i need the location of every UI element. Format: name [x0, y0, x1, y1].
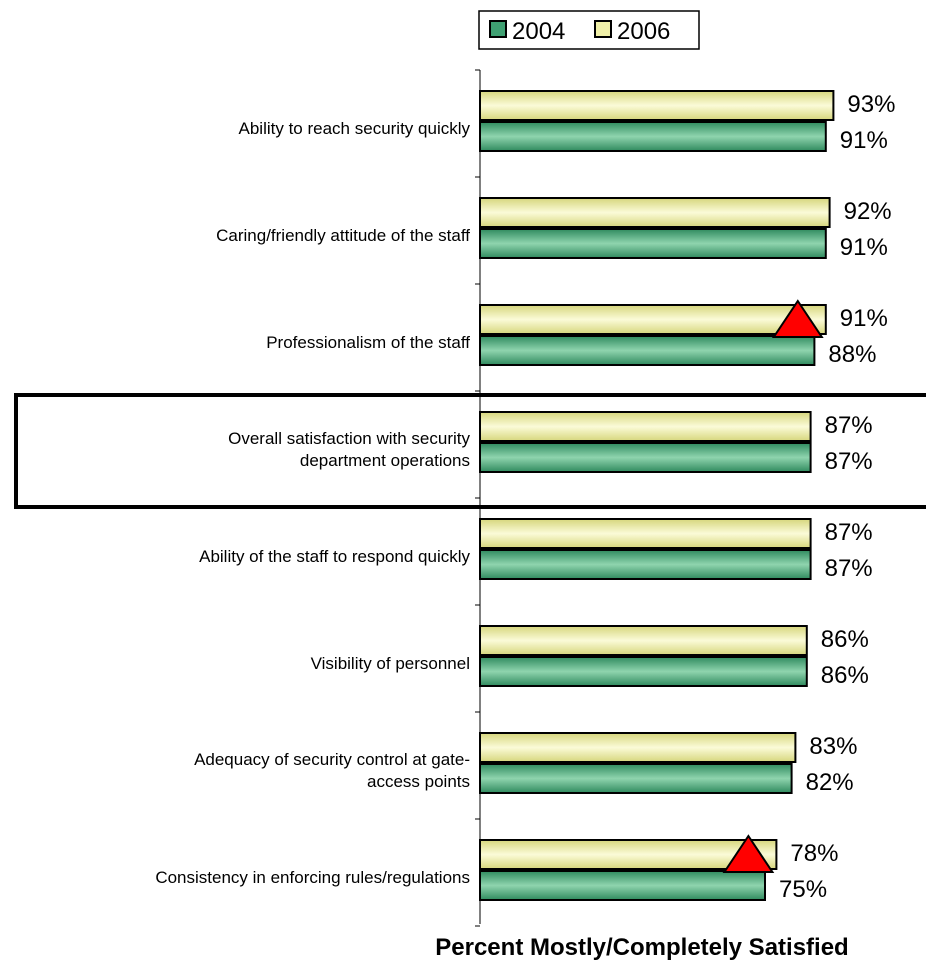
- legend-box: [478, 10, 700, 50]
- labels-group: Ability to reach security quickly 93% 91% C…: [155, 91, 895, 903]
- bar-2006-5: [479, 625, 808, 656]
- legend-label-2004: 2004: [512, 18, 565, 45]
- category-label-6: Adequacy of security control at gate-acc…: [194, 750, 470, 791]
- bar-2004-1: [479, 228, 827, 259]
- bar-2006-4: [479, 518, 812, 549]
- value-label-2004-5: 86%: [821, 662, 869, 689]
- bar-2006-7: [479, 839, 778, 870]
- value-label-2006-6: 83%: [809, 733, 857, 760]
- value-label-2004-6: 82%: [806, 769, 854, 796]
- x-axis-title: Percent Mostly/Completely Satisfied: [435, 934, 848, 961]
- category-label-5: Visibility of personnel: [311, 654, 470, 673]
- legend-swatch-2006: [594, 20, 612, 38]
- value-label-2004-2: 88%: [828, 341, 876, 368]
- category-label-line: Adequacy of security control at gate-: [194, 750, 470, 769]
- legend: 2004 2006: [478, 10, 700, 50]
- legend-label-2006: 2006: [617, 18, 670, 45]
- value-label-2006-5: 86%: [821, 626, 869, 653]
- legend-swatch-2004: [489, 20, 507, 38]
- highlight-box: [14, 393, 926, 509]
- bar-2004-4: [479, 549, 812, 580]
- bar-2004-7: [479, 870, 766, 901]
- bar-2006-2: [479, 304, 827, 335]
- category-label-line: Visibility of personnel: [311, 654, 470, 673]
- category-label-line: access points: [367, 772, 470, 791]
- bar-2004-0: [479, 121, 827, 152]
- bar-2006-0: [479, 90, 835, 121]
- value-label-2004-4: 87%: [825, 555, 873, 582]
- category-label-line: Overall satisfaction with security: [228, 429, 470, 448]
- bar-2006-1: [479, 197, 831, 228]
- category-label-line: Caring/friendly attitude of the staff: [216, 226, 470, 245]
- triangle-marker-1: [722, 834, 775, 873]
- value-label-2006-4: 87%: [825, 519, 873, 546]
- value-label-2006-2: 91%: [840, 305, 888, 332]
- category-label-4: Ability of the staff to respond quickly: [199, 547, 470, 566]
- value-label-2006-0: 93%: [847, 91, 895, 118]
- category-label-1: Caring/friendly attitude of the staff: [216, 226, 470, 245]
- value-label-2004-0: 91%: [840, 127, 888, 154]
- bar-2004-2: [479, 335, 816, 366]
- category-label-line: Ability to reach security quickly: [239, 119, 471, 138]
- category-label-line: department operations: [300, 451, 470, 470]
- triangle-marker-0: [771, 299, 824, 338]
- value-label-2004-7: 75%: [779, 876, 827, 903]
- bar-2006-6: [479, 732, 797, 763]
- bar-2004-5: [479, 656, 808, 687]
- value-label-2004-3: 87%: [825, 448, 873, 475]
- value-label-2004-1: 91%: [840, 234, 888, 261]
- bar-2004-3: [479, 442, 812, 473]
- category-label-0: Ability to reach security quickly: [239, 119, 471, 138]
- category-label-line: Ability of the staff to respond quickly: [199, 547, 470, 566]
- y-axis-ticks: [475, 69, 480, 927]
- category-label-line: Professionalism of the staff: [266, 333, 470, 352]
- bar-2004-6: [479, 763, 793, 794]
- bars-group: [479, 90, 835, 901]
- annotations-group: [722, 299, 824, 873]
- category-label-line: Consistency in enforcing rules/regulatio…: [155, 868, 470, 887]
- category-label-7: Consistency in enforcing rules/regulatio…: [155, 868, 470, 887]
- category-label-3: Overall satisfaction with security depart…: [228, 429, 470, 470]
- value-label-2006-1: 92%: [844, 198, 892, 225]
- value-label-2006-3: 87%: [825, 412, 873, 439]
- bar-2006-3: [479, 411, 812, 442]
- value-label-2006-7: 78%: [790, 840, 838, 867]
- category-label-2: Professionalism of the staff: [266, 333, 470, 352]
